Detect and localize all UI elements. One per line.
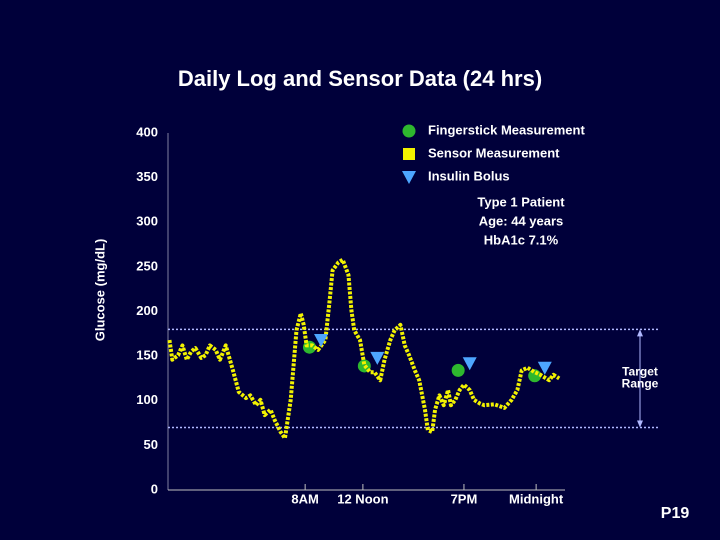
fingerstick-point <box>451 363 465 377</box>
legend-label: Fingerstick Measurement <box>428 122 585 137</box>
x-tick-label: 12 Noon <box>337 491 388 506</box>
page-number: P19 <box>661 505 690 522</box>
annotation: Type 1 Patient <box>477 194 565 209</box>
insulin-bolus <box>462 357 477 371</box>
y-tick-label: 0 <box>151 481 158 496</box>
insulin-bolus <box>537 361 552 375</box>
x-tick-label: 8AM <box>291 491 318 506</box>
y-tick-label: 250 <box>136 258 158 273</box>
y-tick-label: 100 <box>136 392 158 407</box>
sensor-line <box>167 257 561 441</box>
y-tick-label: 300 <box>136 214 158 229</box>
arrow-head <box>637 420 643 428</box>
legend-marker <box>402 171 416 184</box>
y-tick-label: 350 <box>136 169 158 184</box>
insulin-bolus <box>370 351 385 365</box>
y-tick-label: 200 <box>136 303 158 318</box>
annotation: Age: 44 years <box>479 213 564 228</box>
y-axis-label: Glucose (mg/dL) <box>92 239 107 342</box>
target-label: Range <box>622 377 659 391</box>
y-tick-label: 150 <box>136 348 158 363</box>
legend-label: Sensor Measurement <box>428 145 560 160</box>
y-tick-label: 50 <box>144 437 158 452</box>
x-tick-label: 7PM <box>451 491 478 506</box>
target-label: Target <box>622 365 658 379</box>
legend-marker <box>402 124 416 138</box>
annotation: HbA1c 7.1% <box>484 232 559 247</box>
y-tick-label: 400 <box>136 124 158 139</box>
insulin-bolus <box>314 334 329 348</box>
legend-marker <box>403 148 415 160</box>
arrow-head <box>637 329 643 337</box>
x-tick-label: Midnight <box>509 491 564 506</box>
legend-label: Insulin Bolus <box>428 168 510 183</box>
chart-title: Daily Log and Sensor Data (24 hrs) <box>178 66 542 91</box>
